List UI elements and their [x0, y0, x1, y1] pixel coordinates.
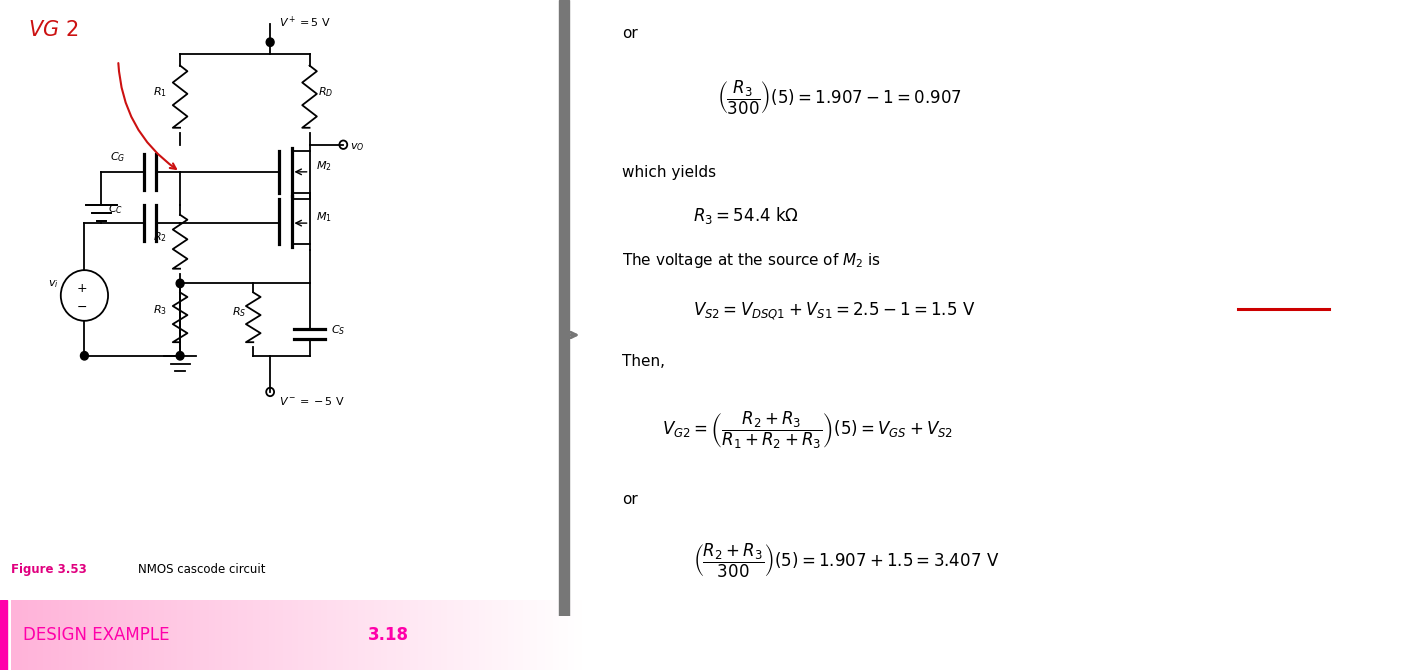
Text: or: or: [622, 492, 637, 507]
Text: $\left(\dfrac{R_2 + R_3}{300}\right)(5) = 1.907 + 1.5 = 3.407\ \mathrm{V}$: $\left(\dfrac{R_2 + R_3}{300}\right)(5) …: [694, 542, 1000, 580]
Text: $R_S$: $R_S$: [232, 305, 246, 318]
Text: $V_{G2} = \left(\dfrac{R_2 + R_3}{R_1 + R_2 + R_3}\right)(5) = V_{GS} + V_{S2}$: $V_{G2} = \left(\dfrac{R_2 + R_3}{R_1 + …: [661, 409, 953, 451]
Text: $R_1$: $R_1$: [153, 85, 167, 99]
Text: $C_C$: $C_C$: [108, 202, 124, 216]
Text: $VG\ 2$: $VG\ 2$: [28, 20, 79, 40]
Text: $C_G$: $C_G$: [110, 150, 125, 163]
Text: $M_2$: $M_2$: [317, 159, 332, 173]
Circle shape: [176, 352, 184, 360]
Circle shape: [266, 38, 274, 46]
Text: +: +: [76, 281, 87, 295]
Text: $V^+=5\ \mathrm{V}$: $V^+=5\ \mathrm{V}$: [279, 15, 331, 30]
Text: Then,: Then,: [622, 354, 666, 368]
Text: Figure 3.53: Figure 3.53: [11, 563, 87, 576]
Text: $R_D$: $R_D$: [318, 85, 333, 99]
Text: $R_3$: $R_3$: [153, 304, 167, 318]
Text: which yields: which yields: [622, 165, 716, 180]
Text: The voltage at the source of $M_2$ is: The voltage at the source of $M_2$ is: [622, 251, 881, 270]
Circle shape: [80, 352, 89, 360]
Text: $R_3 = 54.4\ \mathrm{k\Omega}$: $R_3 = 54.4\ \mathrm{k\Omega}$: [694, 205, 799, 226]
Text: $V^-=-5\ \mathrm{V}$: $V^-=-5\ \mathrm{V}$: [279, 395, 345, 407]
Text: $R_2$: $R_2$: [153, 230, 167, 244]
Text: $V_{S2} = V_{DSQ1} + V_{S1} = 2.5 - 1 = 1.5\ \mathrm{V}$: $V_{S2} = V_{DSQ1} + V_{S1} = 2.5 - 1 = …: [694, 300, 975, 322]
Circle shape: [176, 279, 184, 287]
Text: $\left(\dfrac{R_3}{300}\right)(5) = 1.907 - 1 = 0.907$: $\left(\dfrac{R_3}{300}\right)(5) = 1.90…: [718, 79, 962, 117]
Text: 3.18: 3.18: [367, 626, 409, 644]
Text: $M_1$: $M_1$: [317, 210, 332, 224]
Text: $-$: $-$: [76, 299, 87, 313]
Bar: [0, 600, 7, 670]
Text: $C_S$: $C_S$: [331, 323, 345, 336]
Text: $v_O$: $v_O$: [350, 141, 364, 153]
Text: or: or: [622, 26, 637, 41]
Bar: [559, 0, 570, 616]
Text: DESIGN EXAMPLE: DESIGN EXAMPLE: [24, 626, 174, 644]
Text: NMOS cascode circuit: NMOS cascode circuit: [138, 563, 266, 576]
Text: $v_i$: $v_i$: [48, 279, 59, 290]
